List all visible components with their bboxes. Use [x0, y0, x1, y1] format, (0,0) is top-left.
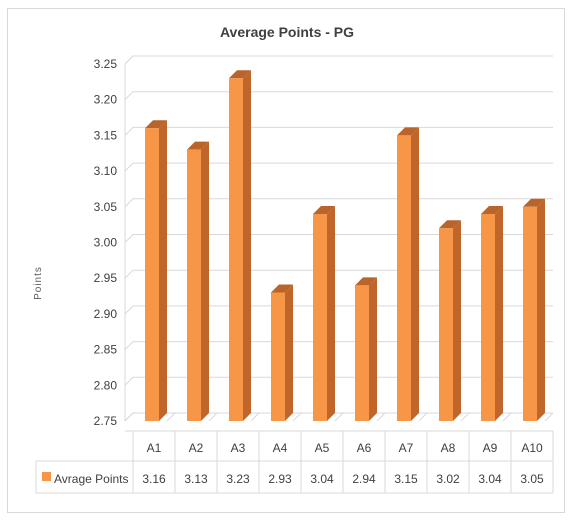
y-tick-label: 2.90 [94, 307, 118, 321]
data-label: 2.93 [268, 472, 292, 486]
bar-side [369, 277, 377, 421]
bar-top [187, 141, 209, 150]
bar-side [537, 198, 545, 421]
bar-front [145, 128, 159, 421]
y-tick-label: 2.85 [94, 343, 118, 357]
bar-side [285, 284, 293, 421]
bar-A4 [271, 284, 293, 421]
y-tick-label: 2.80 [94, 378, 118, 392]
bar-A3 [229, 70, 251, 421]
bar-A10 [523, 198, 545, 421]
bar-front [439, 228, 453, 421]
bar-front [397, 135, 411, 421]
bar-A1 [145, 120, 167, 421]
y-axis-ticks: 3.25 3.20 3.15 3.10 3.05 3.00 2.95 2.90 2.85 2.80… [94, 57, 118, 428]
y-tick-label: 3.25 [94, 57, 118, 71]
bar-A2 [187, 141, 209, 421]
bar-front [187, 149, 201, 421]
x-tick-label: A8 [441, 441, 456, 455]
y-tick-label: 2.75 [94, 414, 118, 428]
data-label: 3.04 [478, 472, 502, 486]
data-label: 3.23 [226, 472, 250, 486]
bar-top [229, 70, 251, 79]
floor-divider [460, 412, 470, 422]
bar-A7 [397, 127, 419, 422]
y-tick-label: 3.05 [94, 200, 118, 214]
bar-top [523, 198, 545, 207]
bar-front [313, 213, 327, 421]
y-tick-label: 2.95 [94, 271, 118, 285]
bar-A6 [355, 277, 377, 421]
y-axis-title: Points [33, 266, 44, 300]
x-tick-label: A1 [147, 441, 162, 455]
bar-front [229, 78, 243, 421]
y-tick-label: 3.10 [94, 164, 118, 178]
floor-divider [124, 412, 134, 422]
floor-divider [544, 412, 554, 422]
bar-front [481, 213, 495, 421]
data-label: 3.15 [394, 472, 418, 486]
bar-side [327, 205, 335, 421]
bar-top [145, 120, 167, 129]
y-tick-label: 3.00 [94, 236, 118, 250]
bar-top [439, 220, 461, 229]
bar-top [355, 277, 377, 286]
bar-A5 [313, 205, 335, 421]
floor-divider [208, 412, 218, 422]
data-label: 3.02 [436, 472, 460, 486]
x-tick-label: A6 [357, 441, 372, 455]
chart-frame: Average Points - PG Points 3.25 3.20 3.15 3… [7, 8, 565, 513]
data-label: 3.05 [520, 472, 544, 486]
data-table: A1 3.16 A2 3.13 A3 3.23 A4 2.93 A5 3.04 A6 2.94 A7 3.… [35, 430, 554, 494]
floor-divider [292, 412, 302, 422]
bar-side [159, 120, 167, 421]
legend-swatch [42, 472, 51, 481]
floor-divider [376, 412, 386, 422]
y-tick-label: 3.15 [94, 128, 118, 142]
x-tick-label: A2 [189, 441, 204, 455]
x-tick-label: A3 [231, 441, 246, 455]
bar-side [411, 127, 419, 422]
x-tick-label: A4 [273, 441, 288, 455]
y-tick-label: 3.20 [94, 93, 118, 107]
gridline [124, 55, 553, 65]
bar-front [271, 292, 285, 421]
floor-divider [250, 412, 260, 422]
gridline [124, 126, 553, 136]
bar-front [355, 285, 369, 421]
gridline [124, 91, 553, 101]
bar-side [243, 70, 251, 421]
floor-divider [334, 412, 344, 422]
bar-side [495, 205, 503, 421]
floor-divider [166, 412, 176, 422]
bar-A8 [439, 220, 461, 421]
data-label: 2.94 [352, 472, 376, 486]
bar-top [481, 205, 503, 214]
bar-A9 [481, 205, 503, 421]
bar-front [523, 206, 537, 421]
bar-top [271, 284, 293, 293]
data-label: 3.13 [184, 472, 208, 486]
x-tick-label: A5 [315, 441, 330, 455]
x-tick-label: A7 [399, 441, 414, 455]
bar-top [313, 205, 335, 214]
data-label: 3.16 [142, 472, 166, 486]
chart-title: Average Points - PG [220, 24, 354, 40]
bar-side [453, 220, 461, 421]
bar-top [397, 127, 419, 136]
floor-divider [502, 412, 512, 422]
legend-series-name: Avrage Points [54, 472, 129, 486]
floor-divider [418, 412, 428, 422]
bar-side [201, 141, 209, 421]
x-tick-label: A10 [521, 441, 543, 455]
x-tick-label: A9 [483, 441, 498, 455]
chart-svg: Average Points - PG Points 3.253.203.153… [33, 24, 554, 494]
data-label: 3.04 [310, 472, 334, 486]
bars [145, 70, 545, 422]
